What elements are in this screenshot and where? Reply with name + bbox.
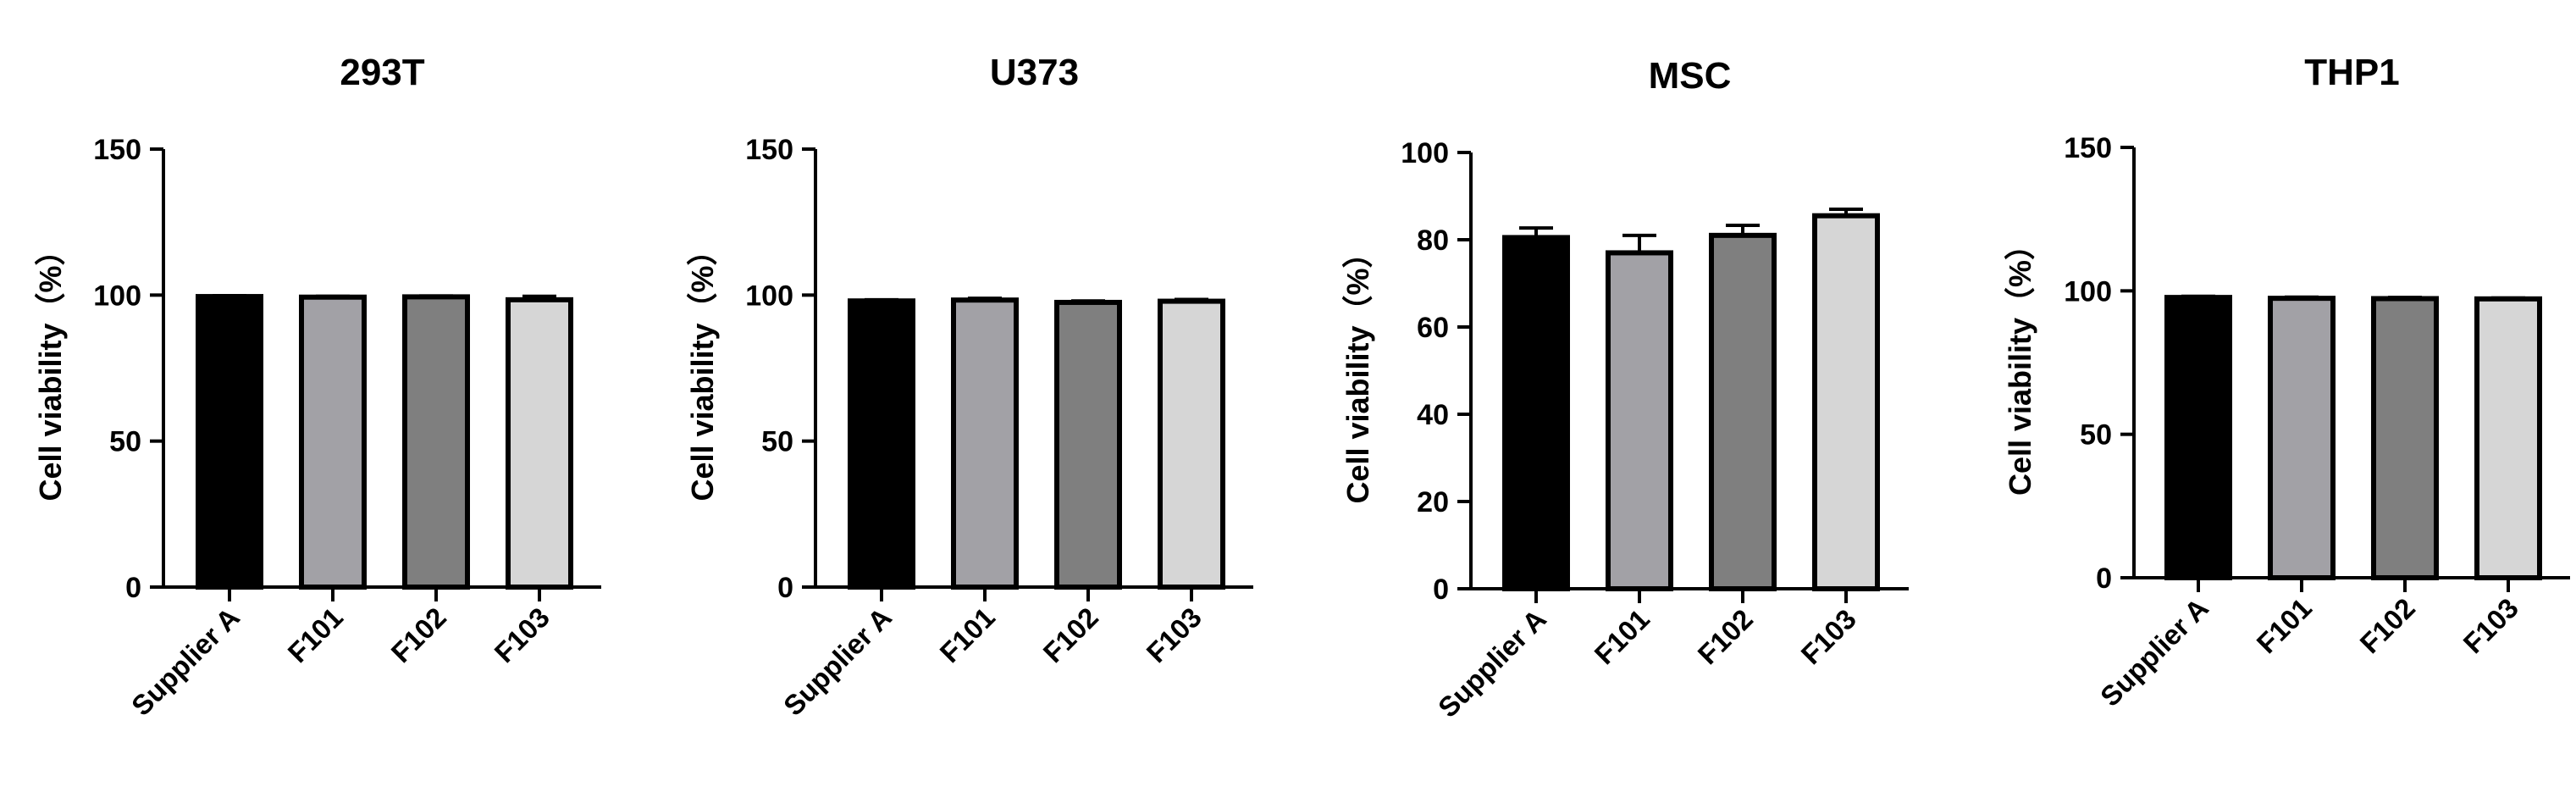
x-category-label: F102 [2354,592,2421,659]
bar-supplier-a [2164,295,2232,580]
y-tick-label: 0 [1433,574,1449,606]
chart-title: U373 [990,52,1079,93]
bar-f102 [402,294,470,590]
x-category-label: F101 [282,601,349,668]
x-category-label: F103 [1795,603,1862,670]
bar-f103 [506,297,573,590]
y-tick-label: 40 [1417,399,1449,431]
y-tick-label: 100 [1401,137,1449,169]
y-axis-label: Cell viability（%） [33,235,68,501]
bar-f101 [2268,296,2336,580]
x-category-label: F101 [2251,592,2318,659]
bar-f101 [951,297,1019,590]
bar-f103 [2474,296,2542,580]
bar-supplier-a [196,294,263,590]
y-tick-label: 100 [745,280,793,312]
x-category-label: F103 [489,601,556,668]
y-tick-label: 0 [125,572,141,604]
x-category-label: F102 [1692,603,1759,670]
bar-f103 [1158,298,1225,590]
y-tick-label: 150 [2064,132,2112,164]
bar-f102 [1054,299,1122,590]
chart-panel-4: THP1 Cell viability（%） 0 50 100 150 Supplier A… [2003,52,2570,712]
y-tick-label: 0 [777,572,793,604]
y-tick-label: 150 [745,134,793,166]
y-tick-label: 50 [2080,419,2112,452]
chart-panel-3: MSC Cell viability（%） 0 20 40 60 80 100 Supplier… [1341,55,1909,723]
bar-f103 [1812,213,1880,592]
y-tick-label: 60 [1417,312,1449,344]
chart-title: MSC [1649,55,1732,97]
x-category-label: Supplier A [125,601,246,722]
chart-panel-1: 293T Cell viability（%） 0 50 100 150 Supplier A… [33,52,601,722]
y-tick-label: 80 [1417,224,1449,257]
bar-f101 [1606,250,1673,591]
x-category-label: F102 [1037,601,1104,668]
x-category-label: Supplier A [1432,603,1552,723]
bar-f102 [1709,232,1777,591]
x-category-label: Supplier A [777,601,898,722]
y-tick-label: 0 [2096,563,2112,595]
y-tick-label: 100 [93,280,141,312]
x-category-label: F102 [385,601,452,668]
y-tick-label: 100 [2064,275,2112,308]
chart-title: 293T [340,52,424,93]
x-category-label: F101 [934,601,1001,668]
chart-title: THP1 [2304,52,2399,93]
y-axis-label: Cell viability（%） [2003,230,2037,496]
y-tick-label: 50 [109,426,141,458]
y-tick-label: 50 [761,426,793,458]
y-tick-label: 150 [93,134,141,166]
y-axis-label: Cell viability（%） [685,235,720,501]
bar-f102 [2371,296,2439,580]
x-category-label: Supplier A [2094,592,2214,712]
bar-f101 [299,294,367,590]
bar-supplier-a [1502,235,1570,591]
x-category-label: F103 [1141,601,1208,668]
x-category-label: F103 [2457,592,2524,659]
y-tick-label: 20 [1417,486,1449,518]
chart-panel-2: U373 Cell viability（%） 0 50 100 150 Supplier A… [685,52,1253,722]
x-category-label: F101 [1589,603,1656,670]
bar-supplier-a [848,298,915,590]
y-axis-label: Cell viability（%） [1341,237,1375,503]
